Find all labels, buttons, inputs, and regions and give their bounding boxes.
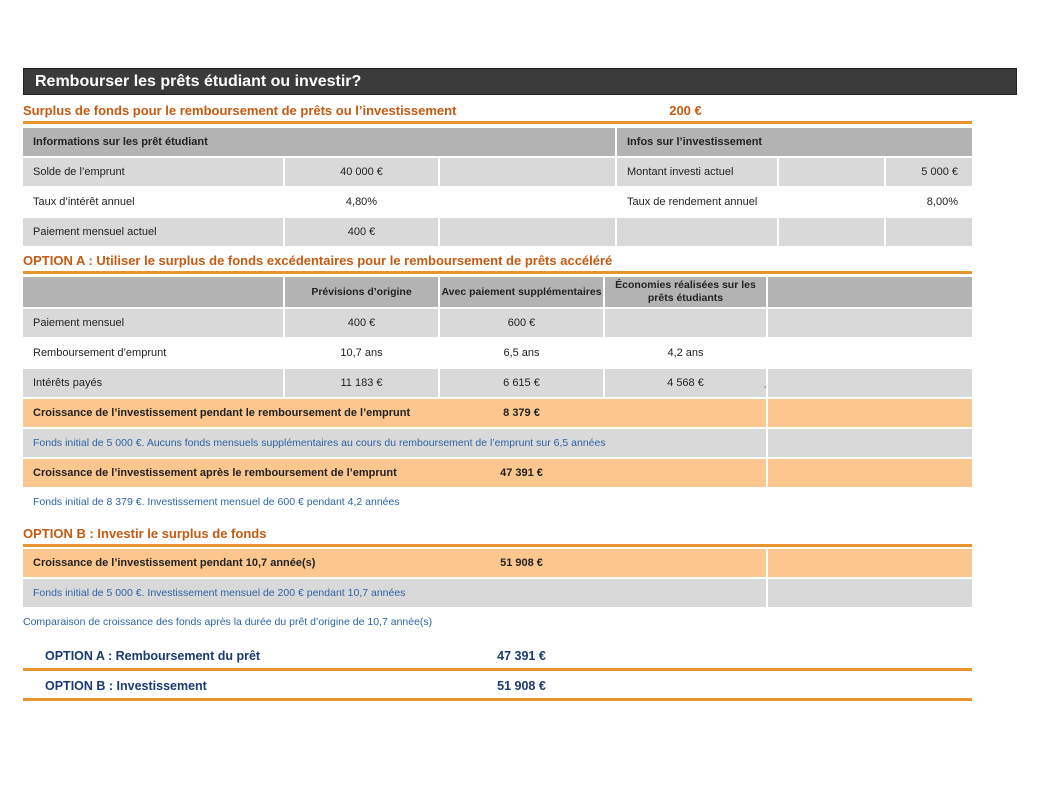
term-savings-value: 4,2 ans — [667, 347, 704, 359]
orange-rule-option-a — [23, 271, 972, 274]
growth-b-label: Croissance de l’investissement pendant 1… — [23, 549, 766, 577]
interest-row-right-band — [768, 369, 972, 397]
page-title-bar: Rembourser les prêts étudiant ou investi… — [23, 68, 1017, 95]
orange-rule-option-b — [23, 544, 972, 547]
growth-after-right-band — [768, 459, 972, 487]
orange-rule-compare-a — [23, 668, 972, 671]
interest-row-label: Intérêts payés — [23, 369, 283, 397]
option-a-heading: OPTION A : Utiliser le surplus de fonds … — [23, 253, 613, 268]
growth-during-right-band — [768, 399, 972, 427]
interest-orig-value: 11 183 € — [285, 369, 438, 397]
option-a-col-savings: Économies réalisées sur les prêts étudia… — [605, 277, 766, 307]
comparison-option-b-label: OPTION B : Investissement — [45, 679, 207, 693]
invest-row3-empty-cell-2 — [779, 218, 884, 246]
orange-rule-surplus — [23, 121, 972, 124]
note-during-right-band — [768, 429, 972, 457]
payment-row-label: Paiement mensuel — [23, 309, 283, 337]
option-a-col-extra: Avec paiement supplémentaires — [440, 277, 603, 307]
growth-during-value: 8 379 € — [503, 407, 540, 419]
growth-during-label: Croissance de l’investissement pendant l… — [23, 399, 766, 427]
loan-payment-label: Paiement mensuel actuel — [23, 218, 283, 246]
stray-comment-mark: ’ — [764, 385, 767, 396]
payment-extra-value: 600 € — [440, 309, 603, 337]
growth-b-value: 51 908 € — [500, 557, 543, 569]
payment-savings-value — [605, 309, 766, 337]
sheet-content: Rembourser les prêts étudiant ou investi… — [23, 0, 1017, 800]
invest-rate-label: Taux de rendement annuel — [627, 196, 758, 208]
term-row-label: Remboursement d’emprunt — [33, 347, 167, 359]
term-extra-value: 6,5 ans — [503, 347, 540, 359]
surplus-value-cell[interactable]: 200 € — [669, 103, 702, 118]
option-a-col-orig: Prévisions d’origine — [285, 277, 438, 307]
loan-rate-label: Taux d’intérêt annuel — [33, 196, 135, 208]
interest-extra-value: 6 615 € — [440, 369, 603, 397]
comparison-option-a-value: 47 391 € — [497, 649, 546, 663]
note-after: Fonds initial de 8 379 €. Investissement… — [33, 496, 400, 508]
invest-row3-empty-cell-1 — [617, 218, 777, 246]
note-during: Fonds initial de 5 000 €. Aucuns fonds m… — [23, 429, 766, 457]
payment-row-right-band — [768, 309, 972, 337]
option-b-heading: OPTION B : Investir le surplus de fonds — [23, 526, 267, 541]
interest-savings-value: 4 568 € — [605, 369, 766, 397]
orange-rule-compare-b — [23, 698, 972, 701]
loan-table-header: Informations sur les prêt étudiant — [23, 128, 615, 156]
loan-payment-value[interactable]: 400 € — [285, 218, 438, 246]
loan-balance-label: Solde de l’emprunt — [23, 158, 283, 186]
term-orig-value: 10,7 ans — [340, 347, 383, 359]
note-b-right-band — [768, 579, 972, 607]
note-b: Fonds initial de 5 000 €. Investissement… — [23, 579, 766, 607]
invest-row1-empty-cell — [779, 158, 884, 186]
loan-row3-empty-cell — [440, 218, 615, 246]
growth-after-label: Croissance de l’investissement après le … — [23, 459, 766, 487]
comparison-option-b-value: 51 908 € — [497, 679, 546, 693]
comparison-intro: Comparaison de croissance des fonds aprè… — [23, 616, 433, 628]
page-title: Rembourser les prêts étudiant ou investi… — [35, 73, 362, 90]
loan-row1-empty-cell — [440, 158, 615, 186]
invest-table-header: Infos sur l’investissement — [617, 128, 972, 156]
loan-balance-value[interactable]: 40 000 € — [285, 158, 438, 186]
loan-rate-value[interactable]: 4,80% — [345, 196, 378, 208]
invest-rate-value[interactable]: 8,00% — [926, 196, 958, 208]
invest-row3-empty-cell-3 — [886, 218, 972, 246]
invest-amount-label: Montant investi actuel — [617, 158, 777, 186]
growth-after-value: 47 391 € — [500, 467, 543, 479]
invest-amount-value[interactable]: 5 000 € — [886, 158, 972, 186]
option-a-header-right-band — [768, 277, 972, 307]
surplus-label: Surplus de fonds pour le remboursement d… — [23, 103, 457, 118]
growth-b-right-band — [768, 549, 972, 577]
payment-orig-value: 400 € — [285, 309, 438, 337]
option-a-header-empty — [23, 277, 283, 307]
comparison-option-a-label: OPTION A : Remboursement du prêt — [45, 649, 261, 663]
